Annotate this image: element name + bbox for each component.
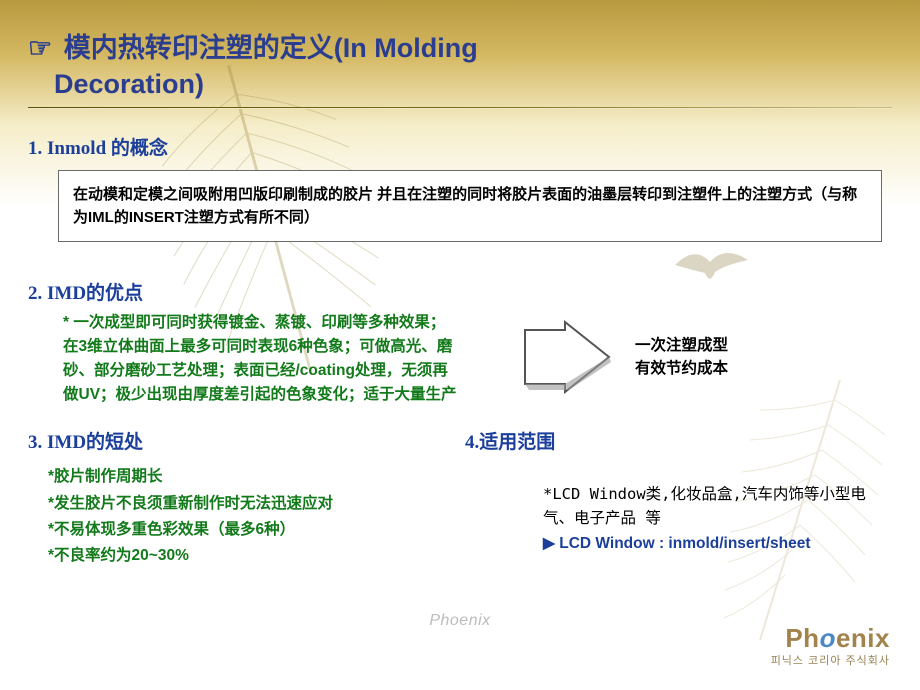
title-underline — [28, 107, 892, 109]
page-title: ☞ 模内热转印注塑的定义(In Molding Decoration) — [28, 30, 892, 103]
s3-list: *胶片制作周期长 *发生胶片不良须重新制作时无法迅速应对 *不易体现多重色彩效果… — [48, 464, 455, 569]
callout-text: 一次注塑成型 有效节约成本 — [635, 334, 728, 381]
s4-line2: ▶ LCD Window : inmold/insert/sheet — [543, 532, 892, 556]
logo-sub: 피닉스 코리아 주식회사 — [771, 652, 890, 668]
logo-word: Phoenix — [771, 623, 890, 654]
s1-heading: 1. Inmold 的概念 — [28, 133, 892, 160]
s3-heading: 3. IMD的短处 — [28, 427, 455, 454]
arrow-icon — [523, 320, 613, 394]
title-line1: 模内热转印注塑的定义(In Molding — [64, 33, 478, 63]
arrow-callout: 一次注塑成型 有效节约成本 — [523, 306, 728, 407]
s4-col: 4.适用范围 *LCD Window类,化妆品盒,汽车内饰等小型电气、电子产品 … — [455, 427, 892, 569]
s4-line1: *LCD Window类,化妆品盒,汽车内饰等小型电气、电子产品 等 — [543, 482, 892, 530]
footer-logo: Phoenix 피닉스 코리아 주식회사 — [771, 623, 890, 668]
watermark-logo: Phoenix — [429, 612, 490, 630]
s4-heading: 4.适用范围 — [465, 427, 892, 454]
list-item: *发生胶片不良须重新制作时无法迅速应对 — [48, 491, 455, 517]
s2-heading: 2. IMD的优点 — [28, 278, 463, 305]
callout-l1: 一次注塑成型 — [635, 334, 728, 357]
callout-l2: 有效节约成本 — [635, 357, 728, 380]
s2-col: 2. IMD的优点 * 一次成型即可同时获得镀金、蒸镀、印刷等多种效果； 在3维… — [28, 278, 463, 407]
s1-body-box: 在动模和定模之间吸附用凹版印刷制成的胶片 并且在注塑的同时将胶片表面的油墨层转印… — [58, 170, 882, 243]
title-line2: Decoration) — [28, 66, 204, 102]
s3-col: 3. IMD的短处 *胶片制作周期长 *发生胶片不良须重新制作时无法迅速应对 *… — [28, 427, 455, 569]
list-item: *不良率约为20~30% — [48, 543, 455, 569]
list-item: *不易体现多重色彩效果（最多6种） — [48, 517, 455, 543]
list-item: *胶片制作周期长 — [48, 464, 455, 490]
logo-pre: Ph — [785, 623, 819, 653]
pointer-icon: ☞ — [28, 30, 52, 66]
slide-content: ☞ 模内热转印注塑的定义(In Molding Decoration) 1. I… — [0, 0, 920, 570]
logo-post: enix — [836, 623, 890, 653]
s2-body: * 一次成型即可同时获得镀金、蒸镀、印刷等多种效果； 在3维立体曲面上最多可同时… — [63, 311, 463, 407]
logo-o: o — [820, 623, 836, 653]
s4-body: *LCD Window类,化妆品盒,汽车内饰等小型电气、电子产品 等 ▶ LCD… — [543, 482, 892, 556]
